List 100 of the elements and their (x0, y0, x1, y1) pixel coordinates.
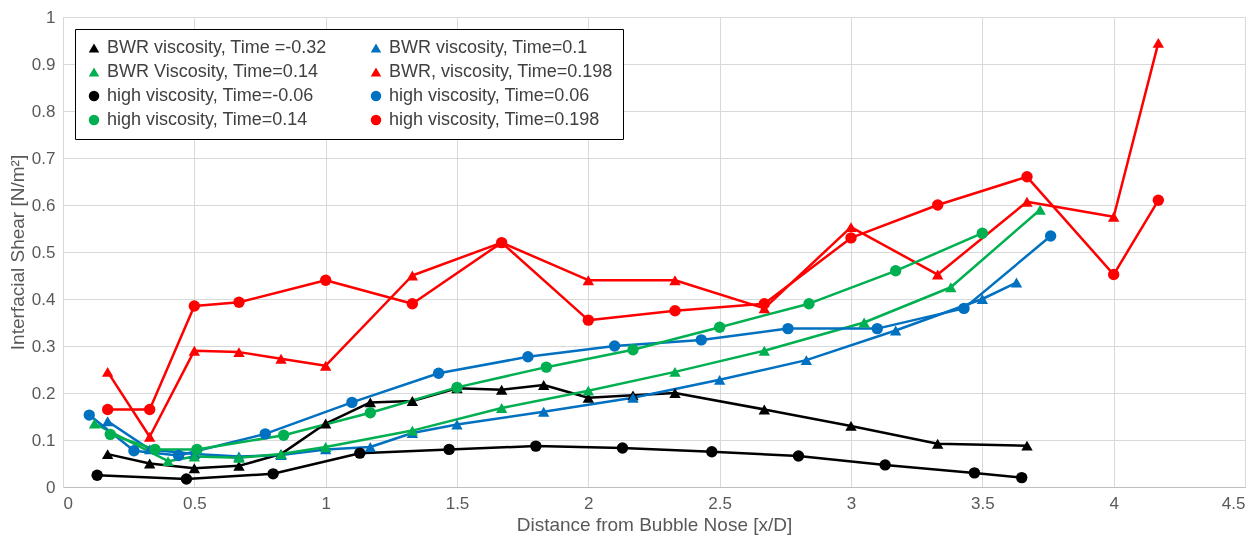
legend-label: BWR viscosity, Time =-0.32 (107, 37, 327, 57)
y-tick-label: 0.4 (31, 289, 56, 309)
point (406, 298, 419, 310)
point (669, 275, 681, 286)
point (758, 298, 771, 310)
point (968, 467, 981, 479)
y-tick-label: 0.6 (31, 195, 56, 215)
point (143, 431, 156, 442)
point (889, 325, 902, 336)
point (1010, 277, 1023, 288)
point (845, 222, 857, 233)
y-tick-label: 0.5 (31, 242, 56, 262)
y-tick-label: 0.2 (31, 383, 56, 403)
point (879, 459, 891, 471)
point (1021, 171, 1033, 183)
point (104, 428, 116, 441)
point (871, 322, 883, 335)
point (931, 438, 944, 449)
point (945, 282, 957, 293)
point (188, 300, 201, 312)
point (889, 265, 902, 277)
point (1107, 268, 1120, 281)
point (364, 442, 377, 452)
point (319, 360, 332, 371)
y-tick-label: 0.3 (31, 336, 56, 356)
point (319, 274, 332, 286)
point (522, 351, 534, 363)
point (669, 388, 681, 398)
y-tick-label: 0.1 (31, 430, 56, 450)
point (845, 232, 857, 244)
x-tick-label: 1 (321, 493, 331, 513)
legend-label: BWR viscosity, Time=0.1 (389, 37, 588, 57)
point (582, 314, 595, 326)
x-tick-label: 4 (1109, 493, 1119, 513)
point (608, 340, 621, 352)
point (706, 446, 718, 458)
point (1034, 204, 1046, 215)
legend-label: high viscosity, Time=0.198 (389, 109, 600, 129)
point (803, 298, 815, 310)
point (758, 345, 771, 356)
legend-label: BWR, viscosity, Time=0.198 (389, 61, 613, 81)
point (451, 419, 463, 430)
legend-label: BWR Viscosity, Time=0.14 (107, 61, 318, 81)
point (101, 403, 114, 416)
x-tick-label: 0.5 (183, 493, 207, 513)
point (537, 380, 550, 390)
point (364, 407, 377, 419)
point (83, 409, 95, 421)
point (180, 473, 193, 485)
point (354, 447, 366, 459)
x-tick-label: 2 (584, 493, 594, 513)
legend-label: high viscosity, Time=0.14 (107, 109, 308, 129)
point (364, 397, 377, 408)
point (530, 440, 542, 452)
point (669, 366, 681, 377)
point (976, 227, 989, 239)
point (143, 403, 156, 416)
x-axis-title: Distance from Bubble Nose [x/D] (516, 513, 793, 535)
point (782, 322, 794, 335)
point (191, 443, 203, 456)
y-tick-label: 0.8 (31, 101, 56, 121)
point (537, 406, 550, 417)
x-tick-label: 2.5 (708, 493, 732, 513)
point (275, 353, 287, 364)
point (128, 445, 140, 457)
legend-label: high viscosity, Time=-0.06 (107, 85, 314, 105)
point (277, 429, 290, 441)
point (1152, 194, 1165, 206)
point (443, 443, 455, 456)
x-tick-label: 0 (63, 493, 73, 513)
point (1107, 211, 1120, 222)
point (172, 449, 185, 462)
point (233, 347, 245, 358)
point (162, 456, 174, 467)
point (88, 418, 101, 429)
point (792, 450, 805, 462)
point (143, 458, 156, 469)
point (627, 344, 639, 356)
point (406, 270, 419, 281)
point (540, 361, 553, 373)
x-tick-label: 3 (846, 493, 857, 513)
point (432, 367, 445, 379)
point (406, 396, 419, 406)
point (1152, 37, 1165, 48)
point (1044, 230, 1057, 242)
point (188, 345, 201, 356)
point (858, 317, 870, 328)
y-tick-label: 0 (46, 477, 56, 497)
point (101, 449, 114, 460)
point (233, 296, 245, 308)
point (346, 396, 358, 409)
y-tick-label: 0.7 (31, 148, 56, 168)
point (713, 321, 726, 333)
point (495, 403, 508, 413)
point (1021, 440, 1033, 451)
y-axis-title: Interfacial Shear [N/m²] (6, 154, 28, 351)
point (267, 468, 279, 480)
x-tick-label: 1.5 (445, 493, 470, 513)
point (800, 355, 813, 366)
point (845, 420, 857, 431)
